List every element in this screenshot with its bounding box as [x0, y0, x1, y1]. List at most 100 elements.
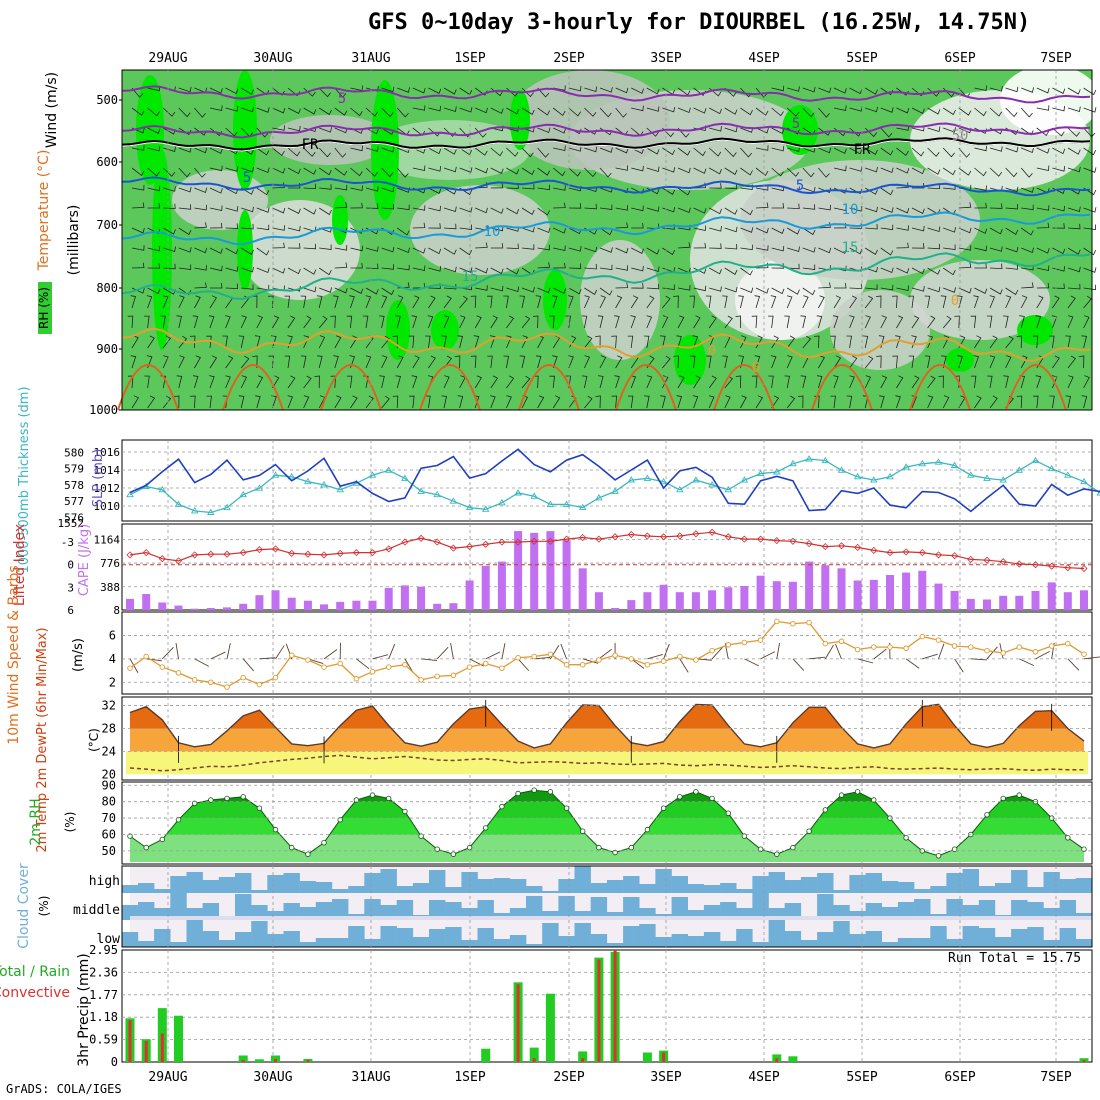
thickness-line: [129, 458, 1100, 514]
wind-barb: [677, 375, 685, 389]
wind-barb: [553, 145, 566, 151]
thickness-point: [126, 490, 134, 498]
wind-barb: [395, 315, 401, 329]
wind-barb: [459, 147, 473, 156]
wind-barb: [584, 246, 598, 253]
temp-contour-25: [222, 364, 284, 411]
wind-barb: [724, 107, 738, 115]
wind-barb: [816, 375, 823, 389]
wind-barb: [1067, 295, 1076, 309]
wind-speed-point: [547, 651, 554, 657]
wind-barb: [381, 86, 395, 93]
wind-barb: [365, 295, 372, 309]
wind-barb: [178, 186, 192, 193]
cloud-cover-bar-low: [930, 926, 947, 947]
run-total-label: Run Total = 15.75: [948, 951, 1082, 966]
rh-axis-label: RH (%): [37, 287, 51, 329]
wind-barb: [443, 247, 457, 255]
wind-barb: [611, 335, 617, 349]
rh-tick-label: 70: [102, 811, 116, 825]
wind-barb: [381, 355, 388, 369]
wind-speed-point: [1016, 644, 1023, 650]
wind-barb: [287, 395, 294, 409]
wind-barb: [1005, 287, 1019, 296]
rh-low-region: [910, 260, 1050, 340]
wind-barb: [350, 185, 363, 191]
wind-barb: [537, 244, 550, 251]
cape-bar: [578, 568, 587, 610]
cloud-cover-bar-low: [542, 923, 559, 947]
wind-barb: [989, 107, 1003, 117]
contour-label: 5: [243, 170, 251, 186]
cape-tick-label: 388: [100, 581, 120, 594]
wind-barb: [334, 184, 348, 191]
wind-barb: [194, 282, 207, 289]
wind-barb: [724, 315, 733, 329]
wind-barb: [1005, 264, 1018, 270]
wind-barb: [318, 315, 328, 329]
wind-barb: [584, 295, 590, 309]
wind-barb: [412, 165, 426, 171]
wind-speed-point: [337, 660, 343, 667]
precip-tick-label: 0.59: [89, 1033, 118, 1047]
lifted-index-point: [676, 532, 684, 540]
wind-barb: [303, 243, 317, 250]
wind-speed-point: [887, 644, 893, 650]
wind10-barb: [242, 658, 255, 672]
wind-barb: [147, 335, 155, 349]
wind10-barb: [922, 653, 938, 660]
wind-barb: [662, 295, 671, 309]
wind-barb: [194, 222, 207, 229]
wind-barb: [303, 183, 317, 190]
rh-point: [515, 790, 521, 797]
wind-barb: [864, 315, 871, 329]
wind-barb: [693, 225, 707, 231]
precip-total-bar: [788, 1056, 798, 1062]
cape-bar: [449, 603, 458, 610]
wind-barb: [673, 295, 679, 309]
wind-barb: [864, 87, 878, 95]
wind-barb: [1083, 207, 1097, 213]
cape-bar: [772, 581, 781, 610]
wind-barb: [503, 355, 509, 369]
wind-barb: [334, 287, 348, 294]
thickness-point: [934, 458, 943, 465]
cloud-cover-bar-high: [154, 889, 171, 893]
wind-barb: [911, 207, 925, 214]
cloud-cover-bar-low: [1043, 940, 1060, 947]
wind-barb: [879, 395, 885, 409]
wind-barb: [209, 295, 217, 309]
wind-barb: [1036, 165, 1050, 171]
wind10-barb: [986, 646, 998, 660]
wind-barb: [173, 395, 180, 409]
chart-title: GFS 0~10day 3-hourly for DIOURBEL (16.25…: [368, 10, 1031, 35]
wind-barb: [568, 295, 574, 309]
wind-barb: [256, 224, 270, 231]
wind-barb: [256, 207, 270, 213]
precip-frame: [121, 949, 1093, 1063]
cape-bar: [837, 568, 846, 610]
wind-barb: [1005, 167, 1018, 178]
cloud-cover-bar-middle: [574, 911, 591, 920]
wind-barb: [599, 87, 613, 93]
wind10-barb: [372, 654, 389, 660]
wind-barb: [927, 126, 941, 133]
wind-barb: [349, 295, 355, 309]
wind-barb: [194, 265, 207, 271]
cape-bar: [966, 598, 975, 610]
precip-total-bar: [545, 993, 555, 1062]
temp-contour-minus5: [121, 122, 1091, 139]
wind-barb: [428, 105, 441, 112]
wind-barb: [225, 283, 239, 290]
wind-barb: [506, 375, 515, 389]
cape-bar: [886, 575, 894, 610]
lifted-index-point: [530, 537, 538, 545]
cloud-cover-bar-high: [283, 873, 300, 893]
cloud-cover-bar-high: [897, 882, 915, 893]
wind-barb: [1036, 205, 1050, 211]
thickness-point: [853, 472, 862, 480]
wind-barb: [192, 315, 199, 329]
wind-barb: [646, 106, 660, 112]
wind-barb: [506, 395, 512, 409]
wind-barb: [475, 267, 488, 274]
